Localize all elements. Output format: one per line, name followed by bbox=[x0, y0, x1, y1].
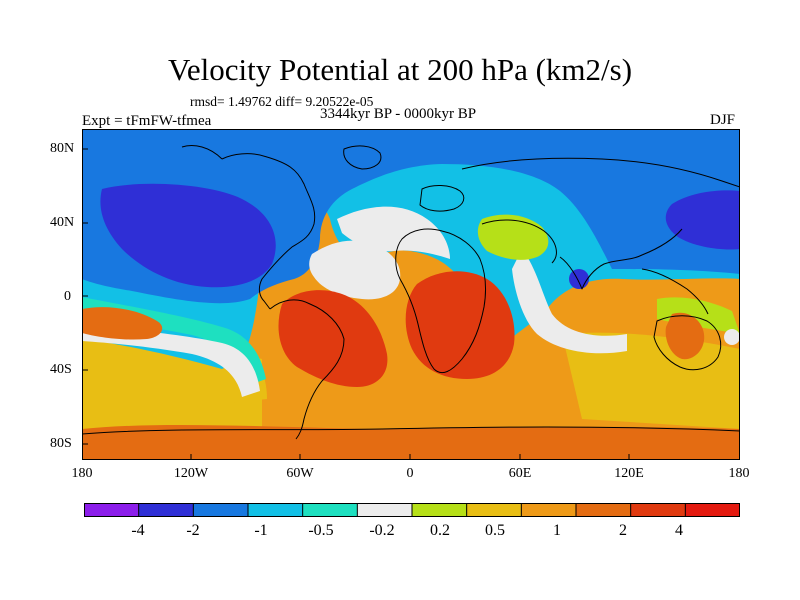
colorbar-box bbox=[630, 503, 687, 517]
colorbar-label: 1 bbox=[553, 522, 561, 539]
coast-europe-west bbox=[419, 185, 465, 212]
coast-alaska bbox=[181, 145, 223, 160]
map-frame bbox=[82, 129, 740, 460]
colorbar-box bbox=[411, 503, 468, 517]
rmsd-diff-stats: rmsd= 1.49762 diff= 9.20522e-05 bbox=[190, 94, 374, 109]
field-orange-antarctic bbox=[82, 424, 740, 460]
field-white-nz bbox=[724, 329, 740, 345]
lat-tick-label: 0 bbox=[64, 289, 71, 304]
field-orange-dark-australia bbox=[665, 312, 705, 360]
field-white-indian-ocean bbox=[512, 249, 627, 354]
colorbar-label: 0.5 bbox=[485, 522, 505, 539]
coast-south-america bbox=[269, 299, 345, 440]
colorbar-box bbox=[247, 503, 304, 517]
field-white-atlantic bbox=[309, 240, 401, 300]
map-ticks bbox=[82, 148, 630, 460]
season-label: DJF bbox=[710, 112, 736, 128]
coast-antarctica bbox=[82, 426, 740, 435]
velocity-potential-map bbox=[82, 129, 740, 460]
colorbar-box bbox=[466, 503, 523, 517]
field-blue-dark-west-pacific bbox=[665, 190, 740, 250]
field-lime-middle-east bbox=[477, 214, 549, 260]
colorbar-box bbox=[84, 503, 140, 517]
field-white-south-pacific bbox=[82, 324, 260, 397]
lat-tick-label: 80N bbox=[50, 141, 75, 156]
colorbar-label: -0.2 bbox=[369, 522, 395, 539]
coast-australia bbox=[653, 315, 722, 371]
coast-africa bbox=[395, 228, 487, 374]
period-label: 3344kyr BP - 0000kyr BP bbox=[320, 106, 477, 122]
lon-tick-label: 180 bbox=[71, 466, 93, 481]
colorbar-box bbox=[302, 503, 359, 517]
colorbar-box bbox=[520, 503, 577, 517]
field-lime-australia bbox=[657, 297, 740, 334]
coast-greenland bbox=[343, 145, 382, 170]
colorbar-label: -0.5 bbox=[308, 522, 334, 539]
colorbar-box bbox=[192, 503, 249, 517]
colorbar-label: -1 bbox=[254, 522, 268, 539]
lon-tick-label: 120E bbox=[614, 466, 644, 481]
field-blue-dark-east-pacific bbox=[100, 183, 276, 288]
coast-south-asia bbox=[559, 228, 683, 290]
colorbar-box bbox=[356, 503, 413, 517]
lon-tick-label: 0 bbox=[406, 466, 414, 481]
colorbar-label: 4 bbox=[675, 522, 683, 539]
field-red-south-america bbox=[278, 290, 388, 387]
lon-tick-label: 60E bbox=[508, 466, 532, 481]
field-white-north-africa bbox=[337, 206, 450, 259]
colorbar-label: -4 bbox=[131, 522, 145, 539]
field-red-southern-africa bbox=[405, 271, 515, 379]
colorbar-box bbox=[684, 503, 740, 517]
lat-tick-label: 40S bbox=[50, 362, 72, 377]
coast-eurasia-north bbox=[461, 157, 740, 188]
colorbar-label: 2 bbox=[619, 522, 627, 539]
lon-tick-label: 120W bbox=[173, 466, 209, 481]
colorbar-box bbox=[138, 503, 195, 517]
lon-tick-label: 60W bbox=[286, 466, 314, 481]
experiment-label: Expt = tFmFW-tfmea bbox=[82, 113, 212, 129]
lat-tick-label: 80S bbox=[50, 436, 72, 451]
coast-maritime-continent bbox=[641, 268, 709, 315]
colorbar-label: 0.2 bbox=[430, 522, 450, 539]
colorbar bbox=[84, 503, 740, 517]
colorbar-label: -2 bbox=[186, 522, 200, 539]
field-gold-australia bbox=[562, 332, 740, 429]
colorbar-box bbox=[575, 503, 632, 517]
field-orange-dark-south-pacific bbox=[82, 307, 163, 340]
plot-title: Velocity Potential at 200 hPa (km2/s) bbox=[167, 52, 633, 87]
coast-north-america bbox=[221, 153, 316, 310]
field-blue-dark-india bbox=[569, 269, 589, 289]
lon-tick-label: 180 bbox=[728, 466, 750, 481]
coastlines bbox=[82, 145, 740, 440]
coast-arabia bbox=[481, 219, 557, 264]
lat-tick-label: 40N bbox=[50, 215, 75, 230]
